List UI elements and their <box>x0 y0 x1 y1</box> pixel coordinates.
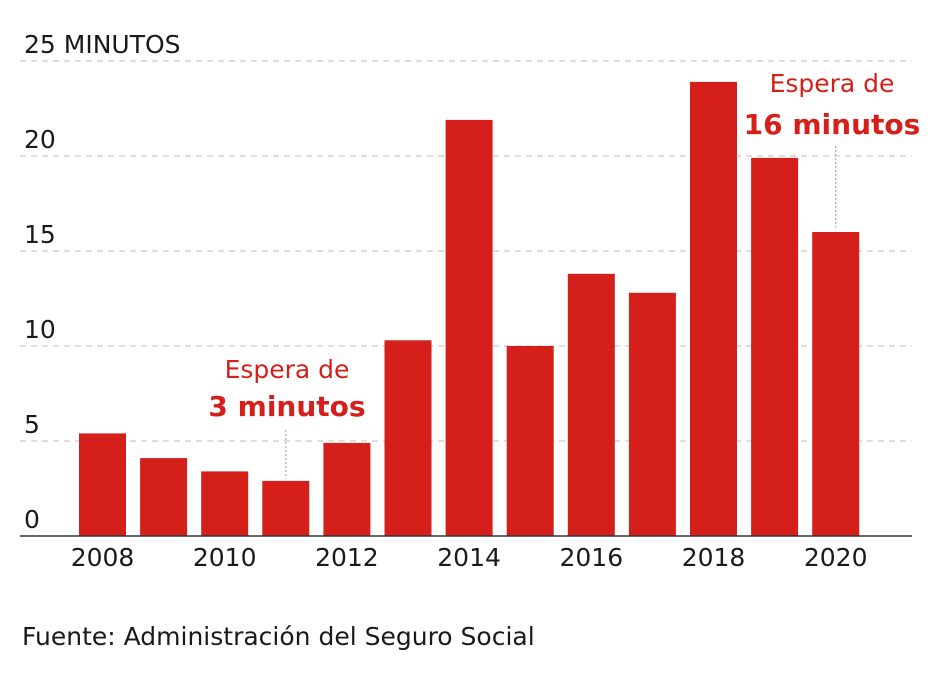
bar-2011 <box>262 480 310 536</box>
x-tick-label: 2010 <box>193 543 257 572</box>
annotation-line2: 16 minutos <box>744 108 921 141</box>
annotation-line1: Espera de <box>770 69 895 98</box>
bar-2010 <box>201 471 249 536</box>
bars <box>79 81 860 537</box>
bar-2015 <box>506 346 554 536</box>
y-tick-label: 25 MINUTOS <box>24 30 181 59</box>
y-tick-label: 10 <box>24 315 56 344</box>
bar-2009 <box>140 458 188 536</box>
y-tick-label: 5 <box>24 410 40 439</box>
bar-2013 <box>384 340 432 536</box>
annotation: Espera de 16 minutos <box>744 69 921 230</box>
x-tick-label: 2020 <box>804 543 868 572</box>
bar-2019 <box>751 157 799 536</box>
bar-2016 <box>567 273 615 536</box>
annotations: Espera de 3 minutos Espera de 16 minutos <box>208 69 920 479</box>
bar-2020 <box>812 232 860 536</box>
x-tick-label: 2016 <box>559 543 623 572</box>
bar-2014 <box>445 119 493 537</box>
y-tick-label: 15 <box>24 220 56 249</box>
bar-2018 <box>690 81 737 537</box>
axes: 0 5 10 15 20 25 MINUTOS 2008 2010 2012 2014 2016 20… <box>20 30 912 572</box>
x-tick-label: 2012 <box>315 543 379 572</box>
bar-2017 <box>628 292 676 536</box>
x-tick-label: 2018 <box>682 543 746 572</box>
bar-2012 <box>323 442 371 536</box>
annotation: Espera de 3 minutos <box>208 355 366 479</box>
source-note: Fuente: Administración del Seguro Social <box>22 622 535 651</box>
y-tick-label: 0 <box>24 505 40 534</box>
annotation-line2: 3 minutos <box>208 390 365 423</box>
x-tick-label: 2014 <box>437 543 501 572</box>
bar-2008 <box>79 433 126 536</box>
x-tick-label: 2008 <box>71 543 135 572</box>
y-tick-label: 20 <box>24 125 56 154</box>
annotation-line1: Espera de <box>225 355 350 384</box>
